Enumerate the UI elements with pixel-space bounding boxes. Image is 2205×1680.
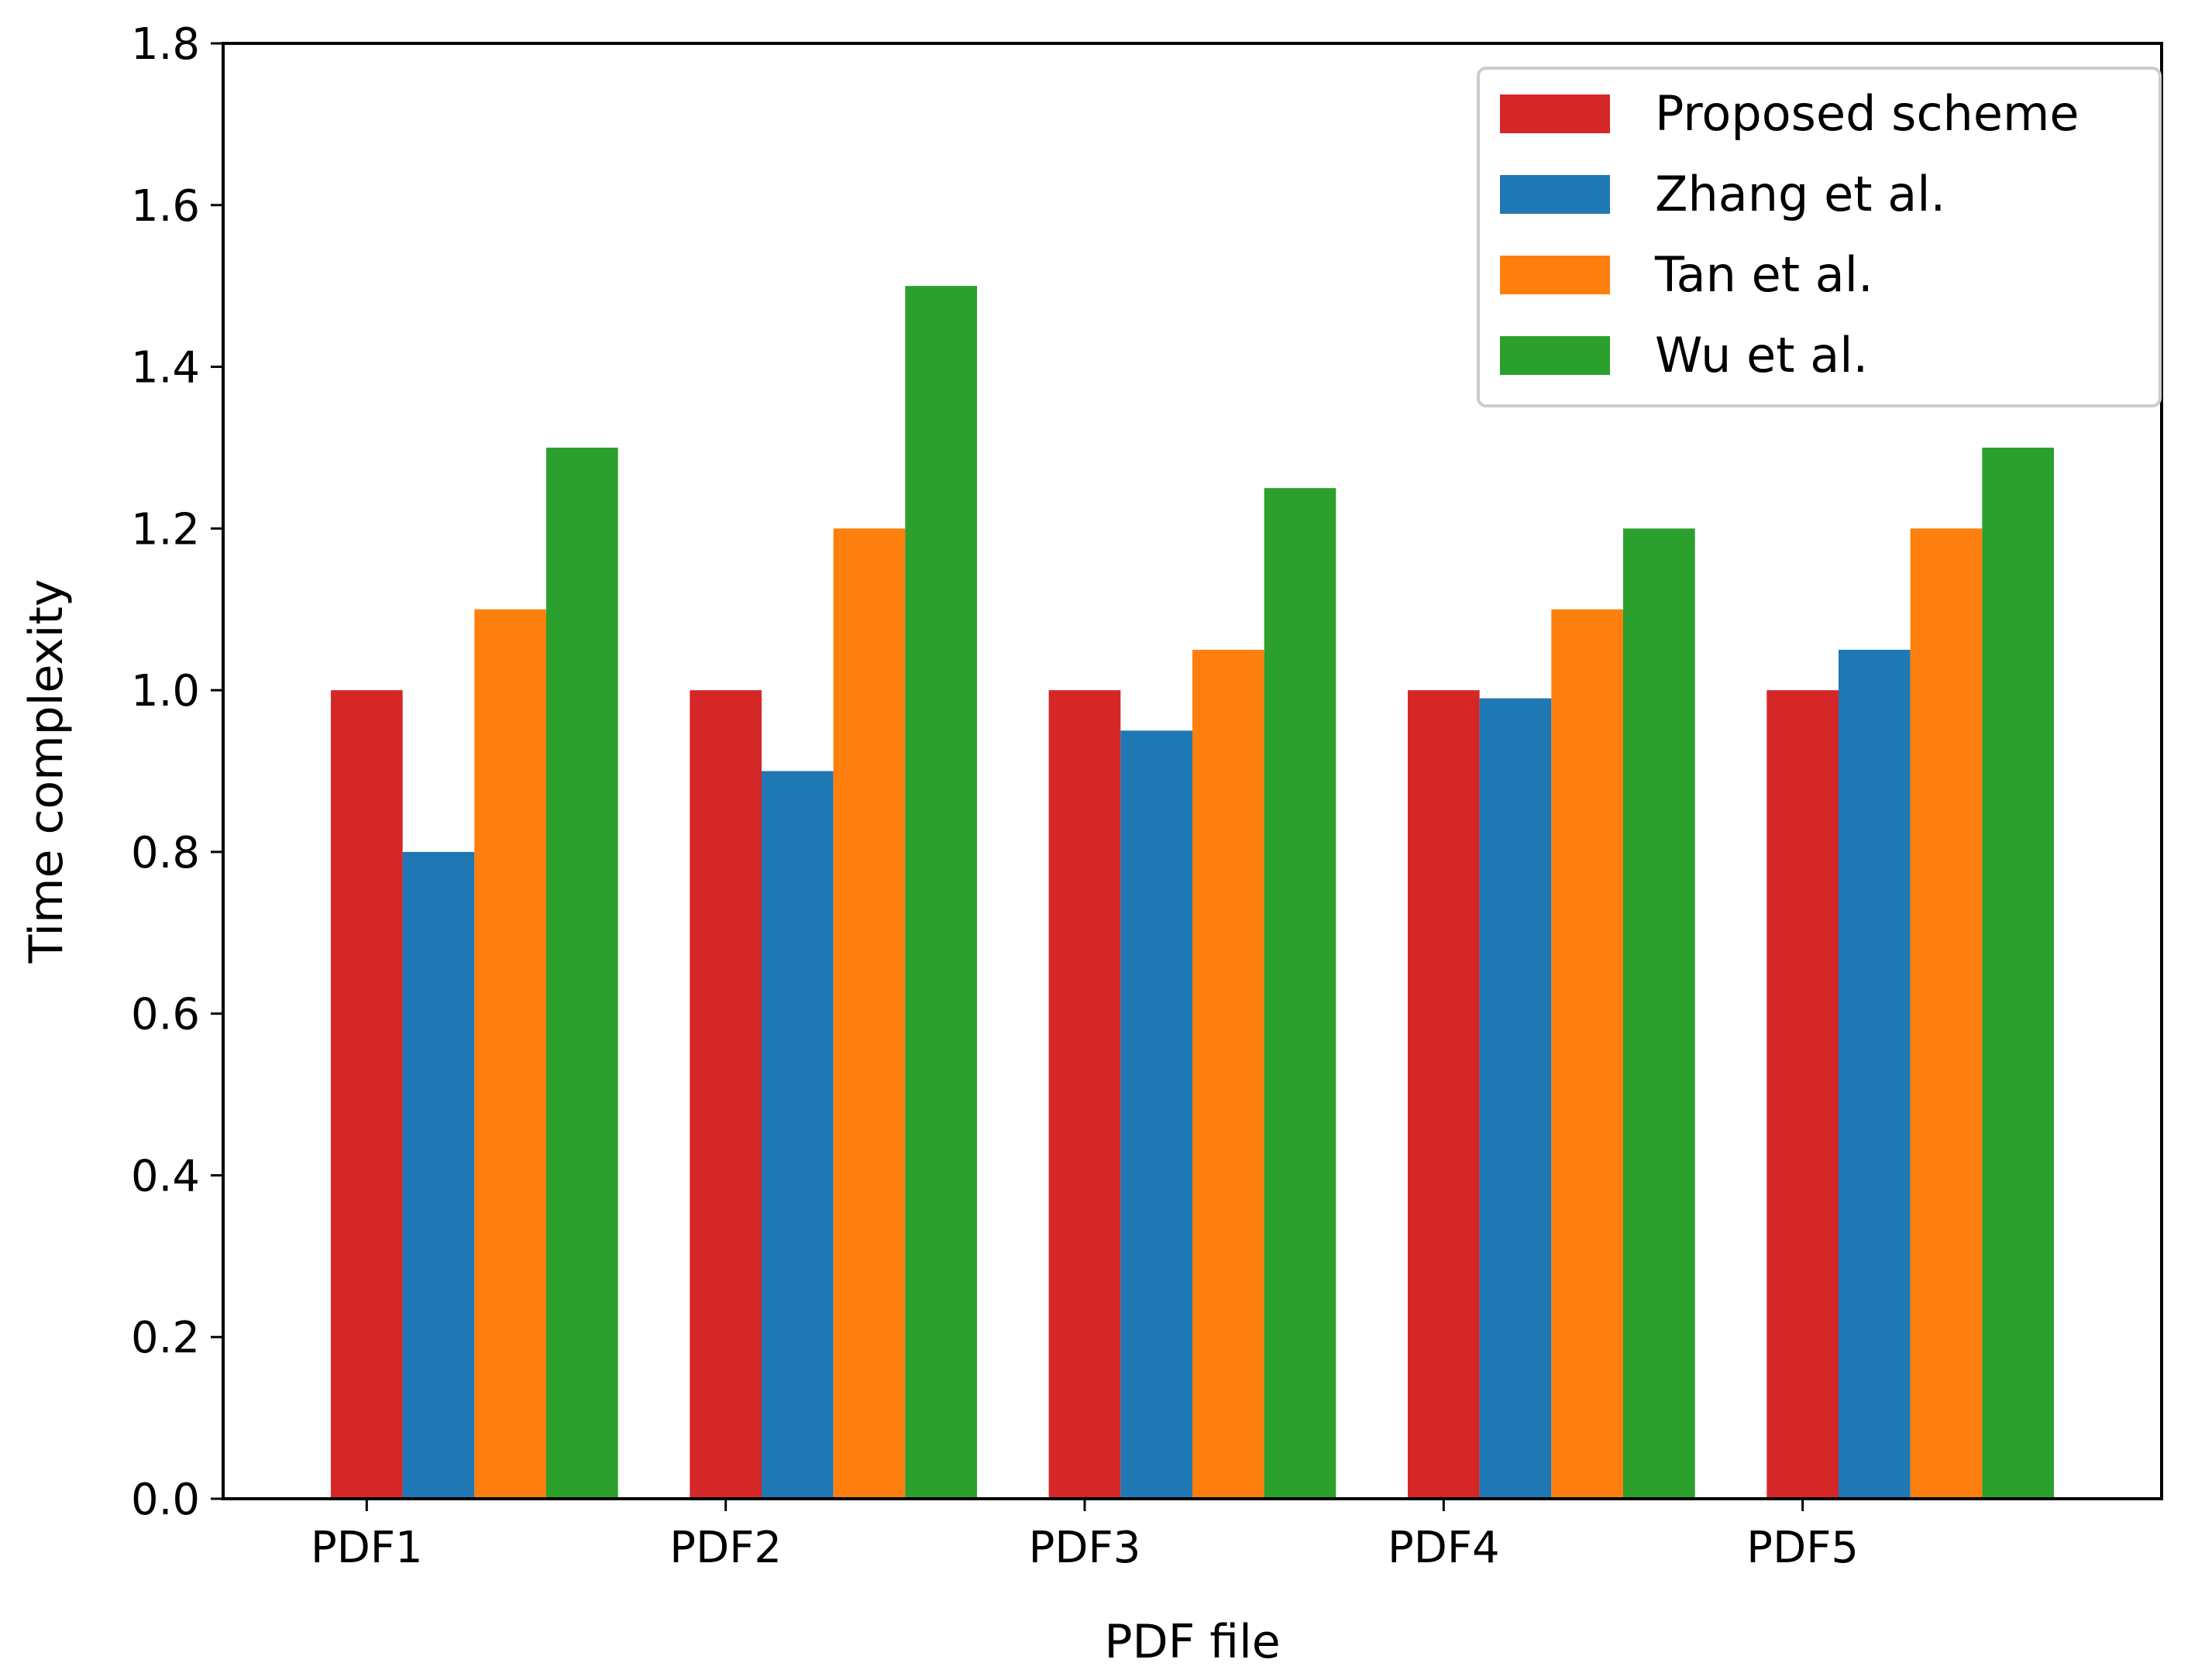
bar-pdf3-series-2 bbox=[1120, 730, 1192, 1499]
y-tick-label: 1.2 bbox=[131, 504, 200, 555]
y-tick-label: 0.0 bbox=[131, 1475, 200, 1525]
legend-label: Proposed scheme bbox=[1655, 85, 2079, 142]
legend-label: Zhang et al. bbox=[1655, 166, 1945, 222]
legend-label: Tan et al. bbox=[1654, 246, 1873, 303]
y-tick-label: 0.4 bbox=[131, 1151, 200, 1201]
bar-pdf2-series-4 bbox=[905, 286, 977, 1500]
bar-pdf3-series-1 bbox=[1048, 690, 1121, 1499]
legend-swatch bbox=[1500, 256, 1610, 294]
bars-group bbox=[331, 286, 2054, 1500]
bar-pdf4-series-2 bbox=[1479, 698, 1552, 1499]
bar-pdf1-series-4 bbox=[546, 447, 618, 1499]
y-tick-label: 0.6 bbox=[131, 990, 200, 1040]
bar-pdf4-series-1 bbox=[1408, 690, 1480, 1499]
x-tick-label: PDF4 bbox=[1388, 1523, 1500, 1573]
bar-pdf3-series-3 bbox=[1192, 649, 1264, 1499]
legend-swatch bbox=[1500, 336, 1610, 375]
bar-pdf5-series-2 bbox=[1839, 649, 1911, 1499]
x-tick-label: PDF3 bbox=[1029, 1523, 1141, 1573]
plot-area-frame bbox=[222, 42, 2163, 1500]
y-tick-label: 0.2 bbox=[131, 1313, 200, 1363]
x-axis: PDF1 PDF2 PDF3 PDF4 PDF5 bbox=[311, 1499, 1859, 1573]
bar-pdf2-series-3 bbox=[833, 528, 906, 1500]
bar-pdf2-series-1 bbox=[690, 690, 762, 1499]
y-tick-label: 1.6 bbox=[131, 181, 200, 232]
bar-pdf4-series-4 bbox=[1623, 528, 1695, 1500]
bar-pdf5-series-3 bbox=[1910, 528, 1983, 1500]
legend-label: Wu et al. bbox=[1655, 327, 1868, 383]
bar-pdf4-series-3 bbox=[1551, 609, 1623, 1500]
legend: Proposed scheme Zhang et al. Tan et al. Wu … bbox=[1477, 67, 2162, 407]
bar-pdf2-series-2 bbox=[762, 771, 834, 1499]
legend-swatch bbox=[1500, 175, 1610, 214]
x-axis-title: PDF file bbox=[1104, 1615, 1280, 1669]
bar-pdf1-series-3 bbox=[474, 609, 546, 1500]
legend-box bbox=[1477, 67, 2162, 407]
bar-pdf5-series-4 bbox=[1982, 447, 2054, 1499]
bar-pdf5-series-1 bbox=[1766, 690, 1839, 1499]
bar-pdf3-series-4 bbox=[1264, 488, 1336, 1499]
y-axis-title: Time complexity bbox=[19, 579, 74, 964]
bar-pdf1-series-1 bbox=[331, 690, 403, 1499]
y-tick-label: 1.8 bbox=[131, 19, 200, 70]
y-tick-label: 0.8 bbox=[131, 828, 200, 878]
y-tick-label: 1.0 bbox=[131, 666, 200, 716]
x-tick-label: PDF2 bbox=[669, 1523, 782, 1573]
y-axis: 0.0 0.2 0.4 0.6 0.8 1.0 1.2 1.4 1.6 1.8 bbox=[131, 19, 223, 1525]
y-tick-label: 1.4 bbox=[131, 343, 200, 393]
x-tick-label: PDF1 bbox=[311, 1523, 423, 1573]
x-tick-label: PDF5 bbox=[1746, 1523, 1859, 1573]
legend-swatch bbox=[1500, 94, 1610, 133]
bar-pdf1-series-2 bbox=[402, 851, 475, 1499]
